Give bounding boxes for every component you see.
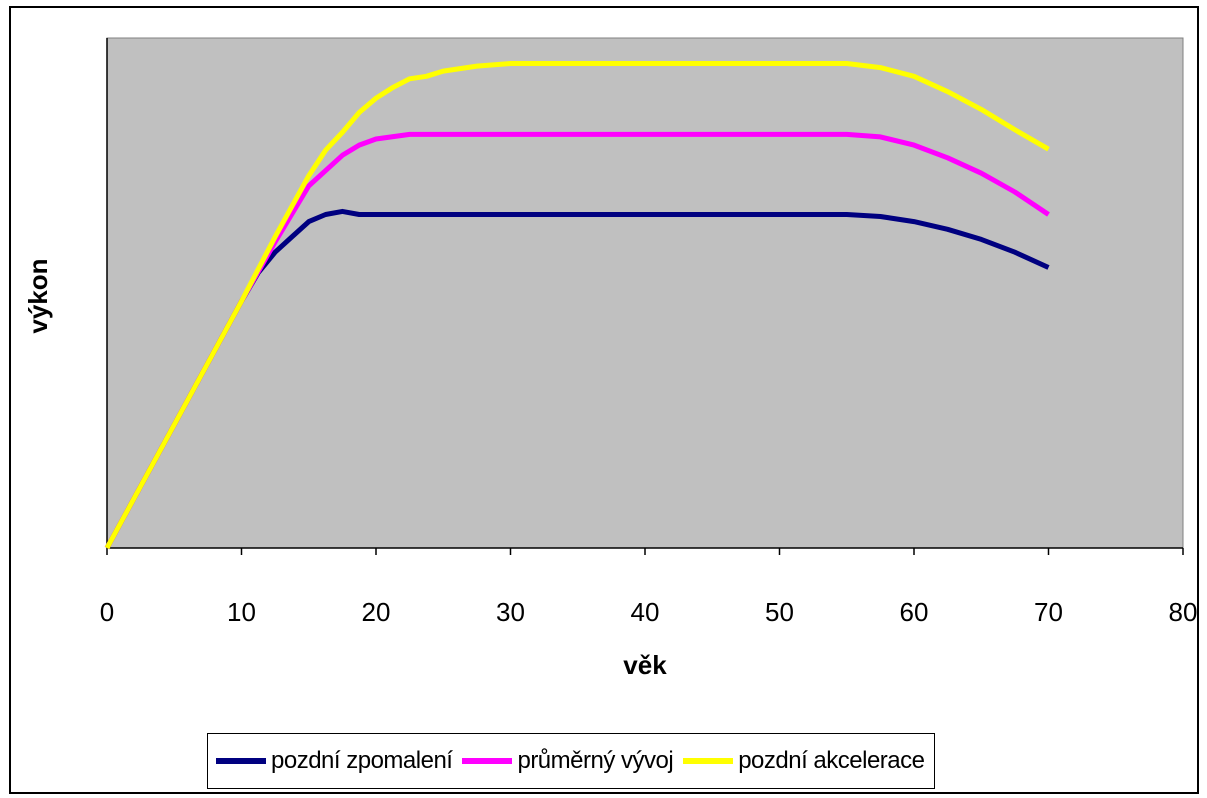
x-tick-label: 60: [900, 597, 929, 627]
y-axis-label: výkon: [23, 258, 53, 333]
x-tick-label: 0: [100, 597, 114, 627]
legend-swatch: [462, 758, 513, 764]
legend-label: pozdní zpomalení: [271, 747, 453, 774]
legend-swatch: [216, 758, 266, 764]
x-tick-label: 30: [496, 597, 525, 627]
legend-item-1: pozdní zpomalení: [216, 747, 453, 775]
plot-area: [106, 37, 1184, 549]
x-tick-label: 40: [631, 597, 660, 627]
legend-label: průměrný vývoj: [517, 747, 674, 774]
x-tick-label: 20: [362, 597, 391, 627]
series-line-3: [104, 61, 1050, 550]
x-tick-label: 50: [765, 597, 794, 627]
legend-swatch: [683, 758, 734, 764]
x-tick-label: 80: [1169, 597, 1198, 627]
axes: [106, 38, 1184, 555]
legend-label: pozdní akcelerace: [738, 747, 925, 774]
legend: pozdní zpomalení průměrný vývoj pozdní akc…: [207, 733, 936, 789]
series-lines: [104, 61, 1050, 550]
legend-item-2: průměrný vývoj: [462, 747, 674, 775]
x-tick-label: 70: [1034, 597, 1063, 627]
x-axis-label: věk: [623, 650, 667, 680]
legend-item-3: pozdní akcelerace: [683, 747, 925, 775]
x-tick-label: 10: [227, 597, 256, 627]
tick-labels: 0 10 20 30 40 50 60 70 80: [100, 597, 1198, 627]
